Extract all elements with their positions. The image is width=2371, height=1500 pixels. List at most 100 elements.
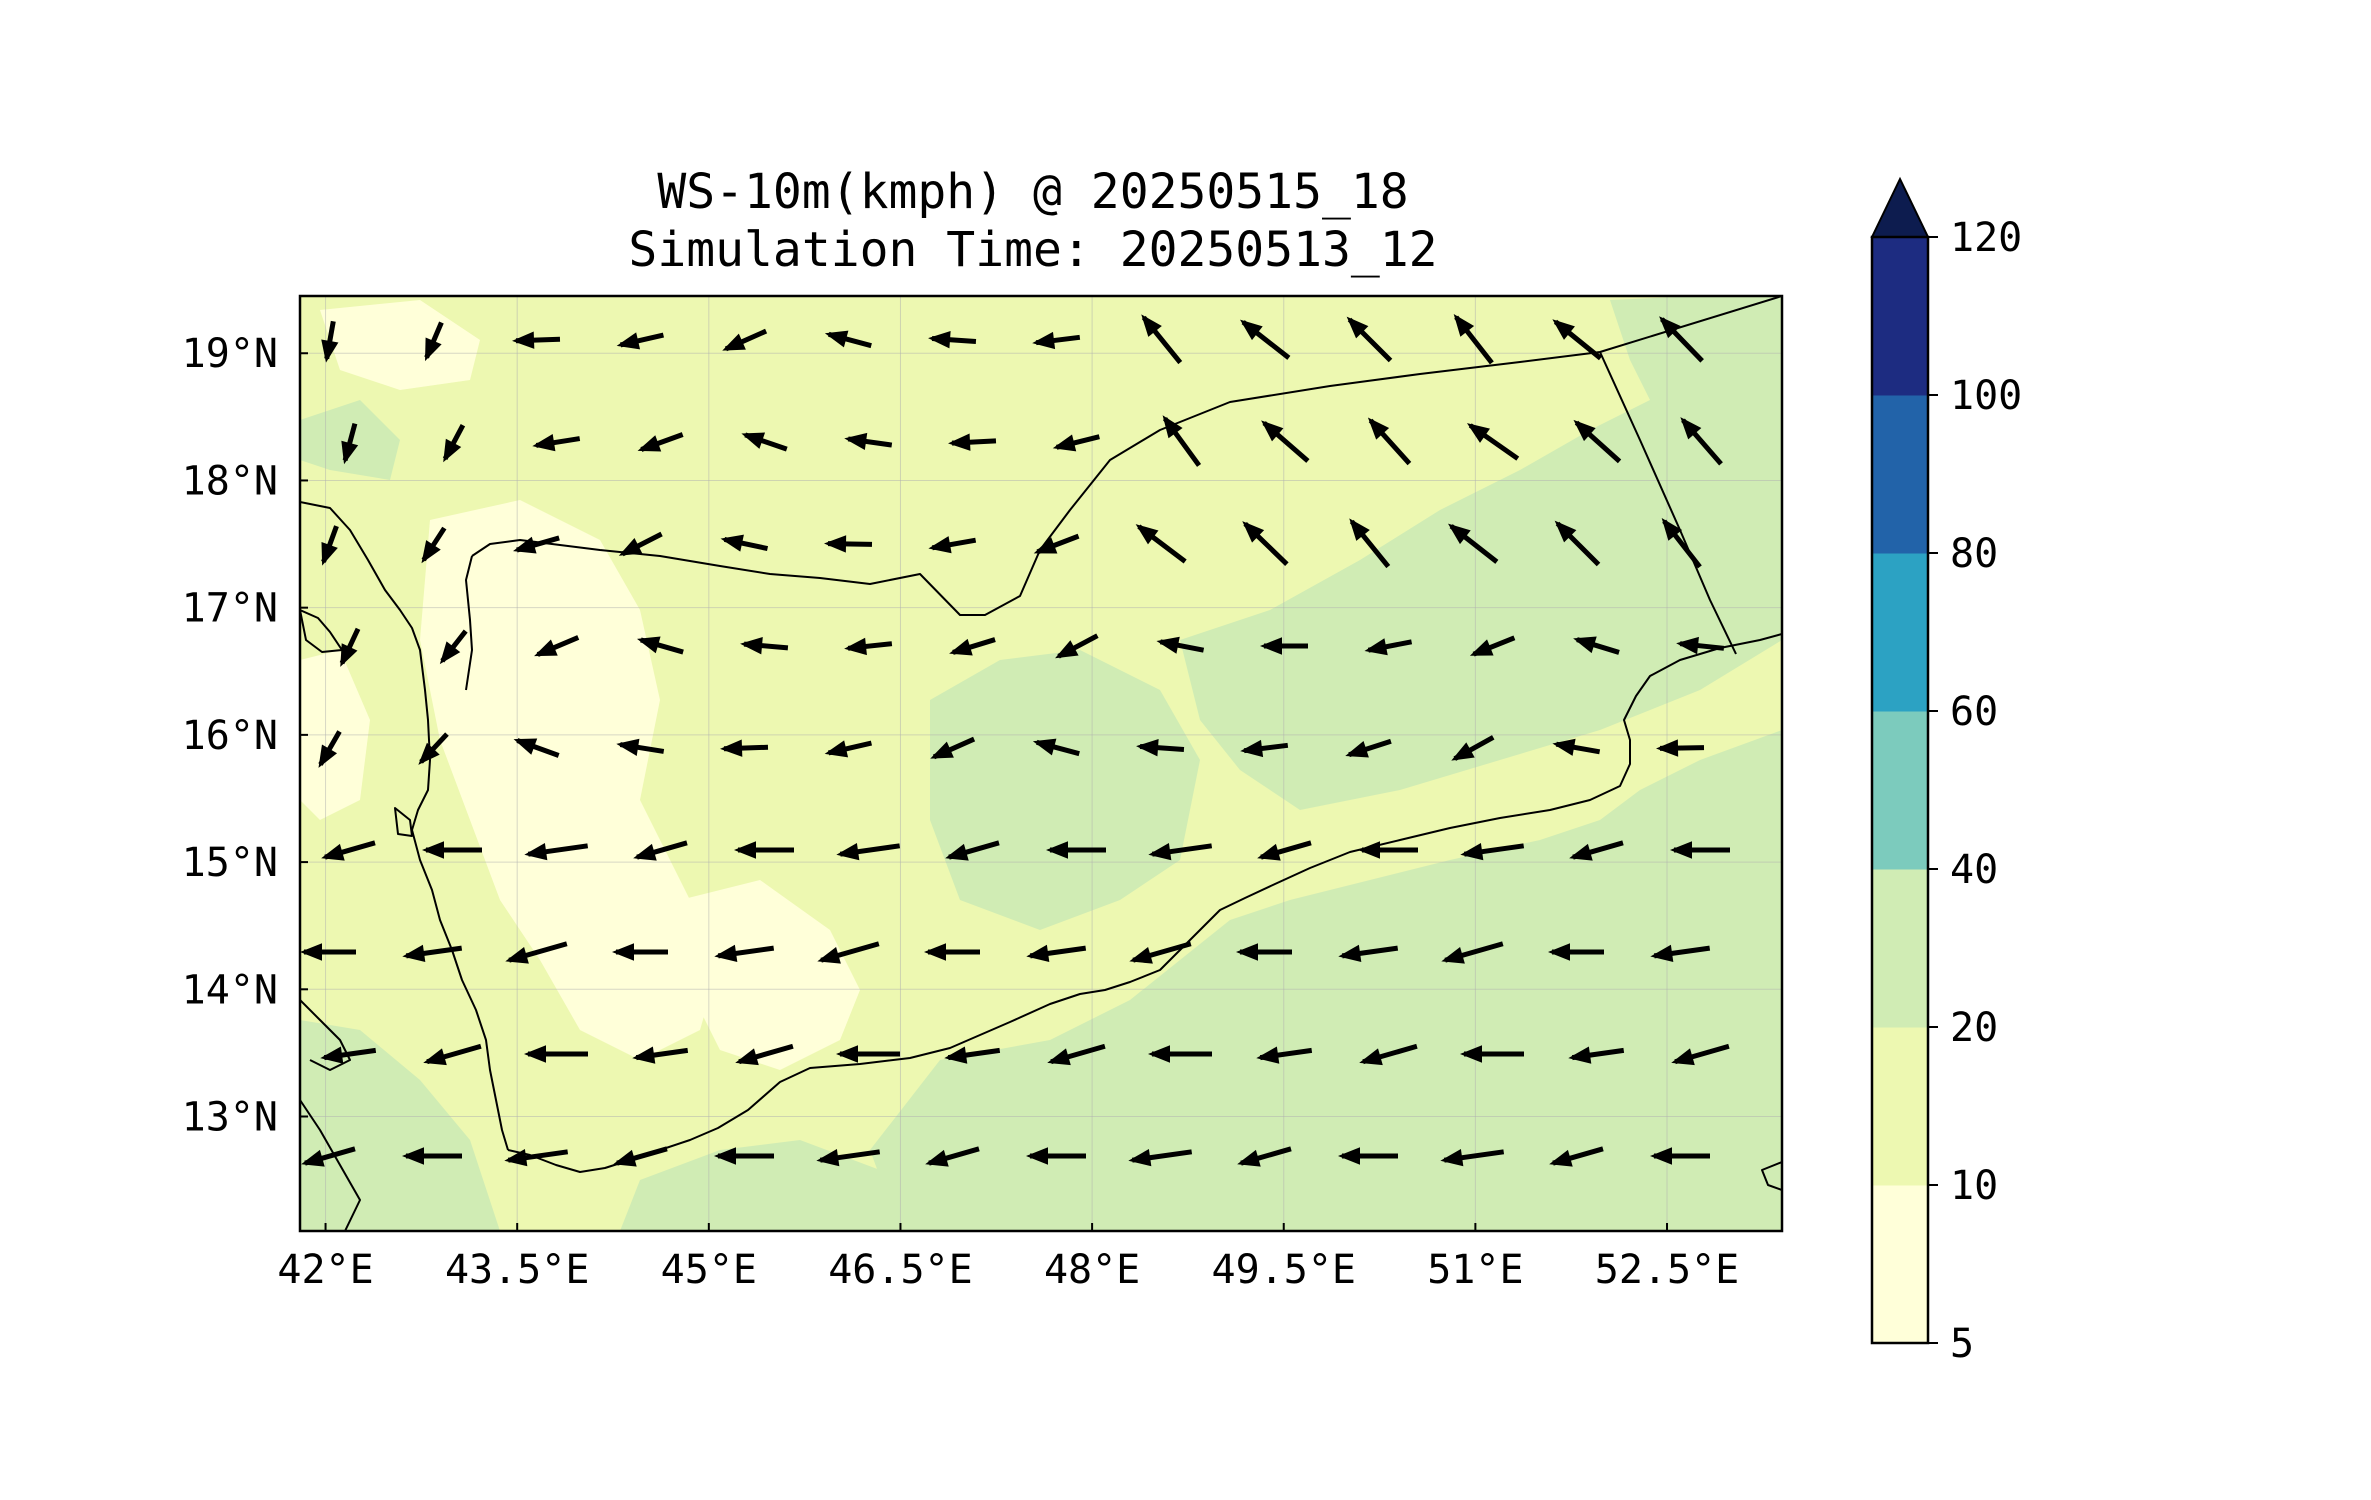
y-tick-label: 15°N [182, 840, 278, 886]
coastlines [300, 296, 1782, 1231]
wind-vector [1364, 638, 1413, 656]
border-yemen-saudi-west [465, 555, 473, 691]
wind-vector [1338, 944, 1399, 963]
wind-vector [1256, 1046, 1313, 1064]
wind-vector [402, 1147, 462, 1165]
wind-vector [1573, 419, 1622, 464]
wind-vector [339, 627, 361, 667]
wind-vector [824, 535, 873, 553]
y-tick-label: 17°N [182, 586, 278, 632]
y-tick-label: 14°N [182, 967, 278, 1013]
wind-vector [1650, 944, 1711, 963]
wind-vector [1156, 636, 1205, 654]
wind-vector [1236, 943, 1292, 961]
wind-vector [341, 423, 359, 465]
wind-vector [1659, 316, 1704, 363]
wind-vector [735, 1043, 794, 1066]
wind-vector [1141, 314, 1183, 365]
y-tick-label: 18°N [182, 458, 278, 504]
wind-vector [741, 432, 788, 452]
wind-vector [1460, 843, 1525, 861]
border-yemen-saudi [471, 351, 1601, 616]
colorbar-tick-label: 20 [1950, 1005, 1998, 1051]
wind-vector [844, 432, 893, 451]
wind-vector [637, 636, 684, 655]
colorbar-segment [1872, 237, 1928, 396]
wind-vector [423, 1043, 482, 1066]
map-frame [298, 294, 1784, 1233]
coastline-eritrea [300, 999, 351, 1071]
colorbar: 5 10 20 40 60 80 100 120 [1870, 176, 2022, 1367]
colorbar-tick-label: 10 [1950, 1163, 1998, 1209]
wind-vector [720, 534, 769, 552]
wind-vector [948, 433, 997, 451]
wind-vector [925, 1146, 980, 1167]
wind-vector [532, 434, 581, 452]
wind-region-gulf-of-aden [620, 1140, 920, 1231]
wind-vector [1032, 331, 1081, 350]
wind-vector [1447, 523, 1499, 564]
wind-vector [504, 1149, 569, 1167]
wind-vector [1237, 1146, 1292, 1167]
calm-region-south-highlands [680, 880, 860, 1070]
map-panel [300, 296, 1782, 1231]
wind-vector [924, 943, 980, 961]
wind-vector [513, 738, 560, 758]
wind-vector [616, 332, 664, 350]
wind-vector [740, 636, 789, 655]
colorbar-tick-label: 60 [1950, 689, 1998, 735]
x-tick-label: 51°E [1427, 1247, 1523, 1293]
wind-vector [1129, 941, 1192, 964]
wind-vector [1047, 1043, 1106, 1066]
x-tick-label: 49.5°E [1211, 1247, 1356, 1293]
wind-vector [1349, 518, 1391, 569]
colorbar-tick-label: 120 [1950, 215, 2022, 261]
wind-vector [1359, 1043, 1418, 1066]
wind-vector [321, 840, 376, 861]
wind-vector [632, 1046, 689, 1064]
wind-vector [534, 635, 580, 657]
wind-vector [734, 841, 794, 859]
y-tick-label: 19°N [182, 331, 278, 377]
wind-vector [1346, 316, 1393, 363]
wind-vector [633, 840, 688, 861]
colorbar-segment [1872, 711, 1928, 870]
wind-vector [1135, 524, 1187, 564]
wind-vector [817, 941, 880, 964]
wind-vector [1148, 1045, 1212, 1063]
wind-vector [1573, 636, 1620, 655]
wind-vector [524, 1045, 588, 1063]
wind-vector [824, 740, 872, 758]
colorbar-segment [1872, 1027, 1928, 1186]
wind-vector [1033, 533, 1080, 555]
wind-vector [1656, 739, 1705, 757]
coastline-island-dahlak [394, 807, 413, 837]
wind-vector [1136, 739, 1185, 757]
wind-vector [618, 531, 663, 557]
y-tick-label: 16°N [182, 713, 278, 759]
wind-vector [320, 1046, 377, 1064]
colorbar-tick-label: 5 [1950, 1321, 1974, 1367]
wind-vector [1440, 1149, 1505, 1167]
wind-vector [945, 840, 1000, 861]
colorbar-segment [1872, 553, 1928, 712]
wind-vector [1569, 840, 1624, 861]
wind-vector [1441, 941, 1504, 964]
colorbar-tick-label: 80 [1950, 531, 1998, 577]
colorbar-frame [1870, 235, 1930, 1345]
wind-vector [1549, 1146, 1604, 1167]
wind-vector [1367, 417, 1412, 466]
coastline-island-socotra-west [1761, 1161, 1782, 1191]
x-tick-label: 48°E [1044, 1247, 1140, 1293]
wind-vector [1568, 1046, 1625, 1064]
wind-vector [1026, 944, 1087, 963]
wind-vector [616, 738, 665, 756]
border-saudi-oman [1599, 296, 1782, 353]
x-tick-label: 43.5°E [445, 1247, 590, 1293]
x-tick-label: 42°E [277, 1247, 373, 1293]
colorbar-segment [1872, 1185, 1928, 1344]
wind-vector [928, 331, 977, 349]
wind-vector [1466, 423, 1520, 461]
wind-vector [722, 328, 768, 352]
wind-vector [1451, 735, 1495, 761]
